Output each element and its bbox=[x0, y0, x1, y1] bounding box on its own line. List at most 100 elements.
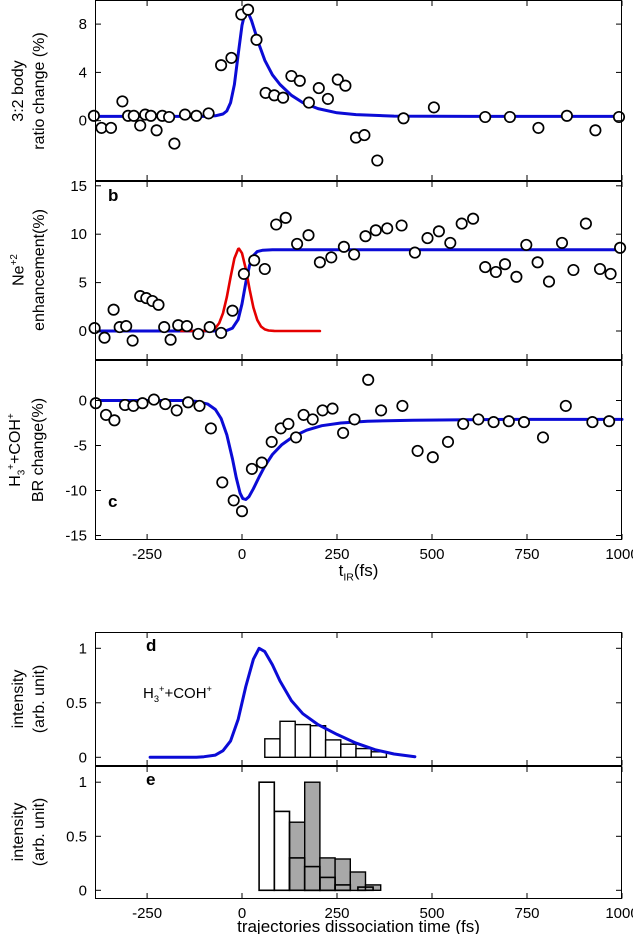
b-point bbox=[258, 262, 271, 276]
c-point bbox=[396, 399, 409, 412]
b-point bbox=[489, 265, 502, 279]
a-ytick-label: 8 bbox=[79, 16, 87, 33]
c-point bbox=[411, 444, 424, 457]
b-point bbox=[88, 322, 101, 335]
panel-b-plot: 0 5 10 15 bbox=[70, 178, 627, 360]
a-point bbox=[225, 51, 238, 64]
d-axes-box bbox=[95, 632, 622, 766]
c-point bbox=[559, 399, 572, 412]
c-ytick-label: -10 bbox=[65, 483, 87, 500]
a-point bbox=[589, 124, 602, 137]
d-ytick-label: 0 bbox=[79, 749, 87, 766]
b-ir-pulse bbox=[180, 247, 322, 333]
c-point bbox=[182, 396, 195, 409]
top-xaxis-title: tIR(fs) bbox=[338, 561, 379, 584]
e-xtick-label: 0 bbox=[238, 905, 246, 922]
e-xtick-label: 250 bbox=[324, 905, 349, 922]
b-point bbox=[604, 267, 617, 280]
b-point bbox=[126, 334, 139, 347]
a-point bbox=[321, 92, 334, 105]
b-point bbox=[98, 331, 111, 344]
e-gray-histogram bbox=[303, 781, 321, 891]
b-point bbox=[215, 326, 228, 339]
a-point bbox=[293, 74, 306, 87]
a-point bbox=[127, 109, 140, 122]
c-point bbox=[517, 416, 531, 429]
c-point bbox=[348, 413, 361, 426]
c-point bbox=[255, 456, 268, 469]
b-point bbox=[479, 261, 492, 274]
c-point bbox=[375, 404, 388, 417]
c-point bbox=[216, 476, 229, 489]
b-point bbox=[270, 218, 283, 231]
c-xtick-label: 750 bbox=[514, 546, 539, 563]
c-point bbox=[147, 393, 160, 406]
b-point bbox=[313, 256, 326, 269]
c-point bbox=[326, 402, 339, 415]
a-point bbox=[150, 124, 163, 137]
a-point bbox=[277, 91, 290, 104]
c-axes-box bbox=[95, 360, 622, 540]
panel-a-plot: 0 4 8 bbox=[79, 0, 626, 181]
a-point bbox=[302, 96, 315, 109]
c-ytick-label: 0 bbox=[79, 393, 87, 410]
b-point bbox=[279, 211, 292, 224]
a-point bbox=[339, 79, 352, 92]
bottom-xaxis-title: trajectories dissociation time (fs) bbox=[237, 917, 480, 934]
c-point bbox=[193, 399, 206, 412]
b-point bbox=[152, 298, 165, 311]
c-point bbox=[136, 397, 149, 410]
b-point bbox=[348, 248, 361, 261]
c-point bbox=[316, 404, 329, 417]
b-point bbox=[120, 320, 133, 333]
b-point bbox=[381, 222, 394, 235]
b-point bbox=[432, 225, 445, 238]
b-step-fit bbox=[93, 248, 624, 333]
b-point bbox=[302, 229, 315, 242]
b-point bbox=[531, 256, 544, 269]
a-point bbox=[242, 3, 255, 16]
c-point bbox=[426, 451, 439, 464]
panel-c-ylabel: H3++COH+ BR change(%) bbox=[6, 398, 50, 502]
b-point bbox=[408, 246, 421, 259]
e-xtick-label: 500 bbox=[419, 905, 444, 922]
b-point bbox=[455, 217, 468, 230]
b-point bbox=[614, 241, 627, 254]
a-fit-curve bbox=[93, 10, 624, 118]
a-point bbox=[168, 137, 181, 150]
d-ytick-label: 0.5 bbox=[66, 695, 87, 712]
c-xtick-label: 0 bbox=[238, 546, 246, 563]
c-point bbox=[362, 373, 375, 386]
c-point bbox=[245, 462, 258, 475]
c-point bbox=[282, 417, 295, 430]
b-point bbox=[291, 237, 304, 250]
d-trajectory-histogram bbox=[264, 738, 281, 759]
c-point bbox=[159, 398, 172, 411]
b-point bbox=[579, 217, 592, 230]
a-point bbox=[116, 95, 129, 108]
d-ytick-label: 1 bbox=[79, 640, 87, 657]
d-trajectory-histogram bbox=[294, 723, 312, 758]
a-point bbox=[163, 110, 176, 124]
c-point bbox=[487, 416, 500, 429]
b-point bbox=[325, 251, 338, 264]
c-point bbox=[472, 413, 485, 426]
c-point bbox=[265, 435, 278, 448]
b-ytick-label: 0 bbox=[79, 323, 87, 340]
e-white-histogram bbox=[273, 810, 291, 892]
b-ytick-label: 10 bbox=[70, 226, 87, 243]
c-point bbox=[457, 417, 470, 430]
b-point bbox=[158, 321, 171, 334]
a-point bbox=[202, 107, 215, 120]
panel-c-ylabel-line1: H3++COH+ bbox=[5, 413, 28, 487]
panel-b-ylabel-line2: enhancement(%) bbox=[31, 209, 49, 331]
b-ytick-label: 5 bbox=[79, 275, 87, 292]
e-ytick-label: 0.5 bbox=[66, 828, 87, 845]
a-point bbox=[144, 109, 157, 122]
b-point bbox=[467, 212, 480, 225]
